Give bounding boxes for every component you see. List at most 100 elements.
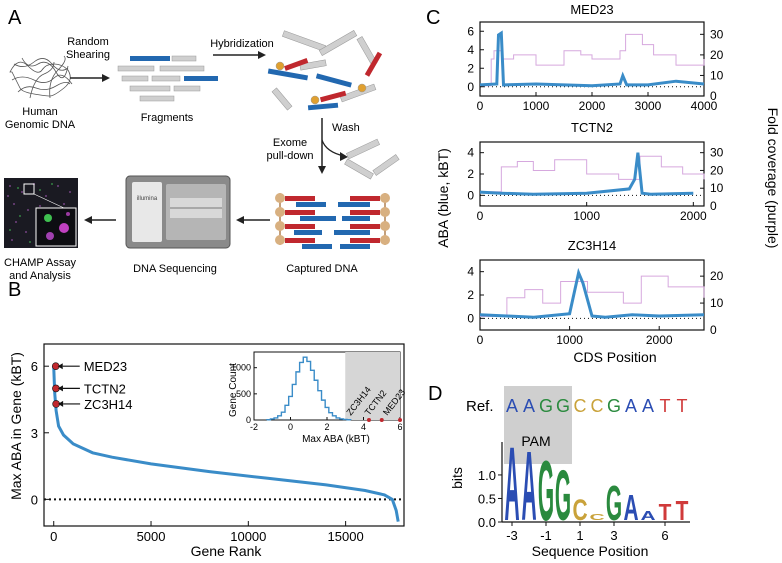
- inset-gene-point: [366, 418, 371, 422]
- aba-line-zc3h14: [479, 267, 705, 319]
- champ-label-2: and Analysis: [9, 270, 71, 282]
- coverage-x-tick-label: 0: [477, 99, 484, 113]
- fragments-icon: [117, 55, 218, 102]
- reference-letter: G: [556, 396, 570, 416]
- logo-letter: A: [623, 488, 638, 528]
- reference-letter: A: [506, 396, 518, 416]
- washed-fragments-icon: [344, 138, 400, 180]
- coverage-yl-tick-label: 0: [467, 80, 474, 94]
- logo-letter: C: [572, 495, 587, 527]
- coverage-yl-tick-label: 0: [467, 188, 474, 202]
- inset-ylabel: Gene Count: [228, 363, 239, 417]
- wash-label: Wash: [332, 122, 360, 134]
- logo-letter: A: [640, 508, 656, 523]
- inset-x-tick-label: -2: [250, 422, 258, 432]
- panel-a-label: A: [8, 7, 22, 29]
- coverage-title-med23: MED23: [570, 2, 613, 17]
- aba-line-med23: [479, 30, 705, 88]
- coverage-yr-tick-label: 30: [710, 146, 724, 160]
- random-shearing-label-1: Random: [67, 36, 109, 48]
- logo-letter: A: [504, 426, 519, 542]
- logo-letter: T: [676, 496, 689, 526]
- logo-y-tick-label: 1.0: [478, 468, 496, 483]
- coverage-xlabel: CDS Position: [573, 349, 656, 365]
- coverage-title-zc3h14: ZC3H14: [568, 238, 616, 253]
- inset-x-tick-label: 4: [361, 422, 366, 432]
- coverage-x-tick-label: 1000: [556, 333, 583, 347]
- coverage-x-tick-label: 2000: [579, 99, 606, 113]
- coverage-yl-tick-label: 6: [467, 24, 474, 38]
- coverage-line-tctn2: [480, 155, 705, 193]
- logo-letter: G: [555, 456, 571, 536]
- logo-x-tick-label: -3: [506, 528, 518, 543]
- inset-gene-point: [398, 418, 402, 422]
- fragments-label: Fragments: [141, 112, 194, 124]
- logo-y-tick-label: 0.5: [478, 491, 496, 506]
- rank-plot-ylabel: Max ABA in Gene (kBT): [8, 352, 24, 500]
- coverage-yr-tick-label: 20: [710, 48, 724, 62]
- exome-pulldown-label-2: pull-down: [266, 150, 313, 162]
- coverage-frame-zc3h14: [479, 259, 705, 331]
- rank-x-tick-label: 15000: [328, 529, 364, 544]
- coverage-x-tick-label: 2000: [680, 209, 707, 223]
- dna-sequencing-label: DNA Sequencing: [133, 263, 217, 275]
- coverage-ylabel-left: ABA (blue, kBT): [435, 148, 451, 248]
- pam-label: PAM: [521, 433, 550, 449]
- logo-x-tick-label: 3: [610, 528, 617, 543]
- coverage-x-tick-label: 0: [477, 209, 484, 223]
- coverage-yl-tick-label: 4: [467, 43, 474, 57]
- ref-label: Ref.: [466, 398, 494, 415]
- coverage-yr-tick-label: 20: [710, 163, 724, 177]
- rank-x-tick-label: 10000: [230, 529, 266, 544]
- highlight-label-zc3h14: ZC3H14: [84, 397, 132, 412]
- coverage-x-tick-label: 1000: [523, 99, 550, 113]
- sequence-logo: 0.00.51.0 A-3 A G-1 G C1C G3A A T6T: [478, 426, 690, 543]
- aba-line-tctn2: [479, 152, 694, 196]
- logo-letter: G: [606, 476, 622, 531]
- inset-y-tick-label: 1000: [231, 363, 251, 373]
- highlight-arrowhead: [58, 400, 64, 407]
- human-dna-label-1: Human: [22, 106, 57, 118]
- reference-letter: T: [677, 396, 688, 416]
- inset-x-tick-label: 2: [324, 422, 329, 432]
- coverage-line-med23: [480, 33, 705, 87]
- highlight-arrowhead: [57, 363, 63, 370]
- logo-xlabel: Sequence Position: [532, 543, 649, 559]
- coverage-title-tctn2: TCTN2: [571, 120, 613, 135]
- genomic-dna-icon: [9, 55, 73, 99]
- logo-x-tick-label: -1: [540, 528, 552, 543]
- coverage-x-tick-label: 1000: [573, 209, 600, 223]
- logo-letter: C: [589, 514, 604, 522]
- rank-y-tick-label: 0: [31, 492, 38, 507]
- inset-y-tick-label: 500: [236, 389, 251, 399]
- coverage-yr-tick-label: 20: [710, 269, 724, 283]
- coverage-yr-tick-label: 0: [710, 323, 717, 337]
- logo-letter: G: [538, 444, 554, 539]
- logo-x-tick-label: 1: [576, 528, 583, 543]
- rank-x-tick-label: 5000: [137, 529, 166, 544]
- inset-x-tick-label: 0: [288, 422, 293, 432]
- random-shearing-label-2: Shearing: [66, 49, 110, 61]
- panel-c-label: C: [426, 7, 440, 29]
- coverage-x-tick-label: 0: [477, 333, 484, 347]
- reference-letter: A: [642, 396, 654, 416]
- panel-d-label: D: [428, 383, 442, 405]
- reference-letter: A: [625, 396, 637, 416]
- reference-letter: A: [523, 396, 535, 416]
- coverage-yr-tick-label: 0: [710, 89, 717, 103]
- reference-letter: C: [591, 396, 604, 416]
- chip-brand-label: illumina: [137, 196, 158, 202]
- coverage-yl-tick-label: 2: [467, 61, 474, 75]
- rank-curve: [52, 366, 400, 522]
- inset-xlabel: Max ABA (kBT): [302, 434, 370, 445]
- coverage-yl-tick-label: 4: [467, 265, 474, 279]
- champ-label-1: CHAMP Assay: [4, 257, 76, 269]
- coverage-x-tick-label: 4000: [691, 99, 718, 113]
- reference-letter: T: [660, 396, 671, 416]
- coverage-yl-tick-label: 4: [467, 146, 474, 160]
- coverage-line-zc3h14: [480, 275, 705, 318]
